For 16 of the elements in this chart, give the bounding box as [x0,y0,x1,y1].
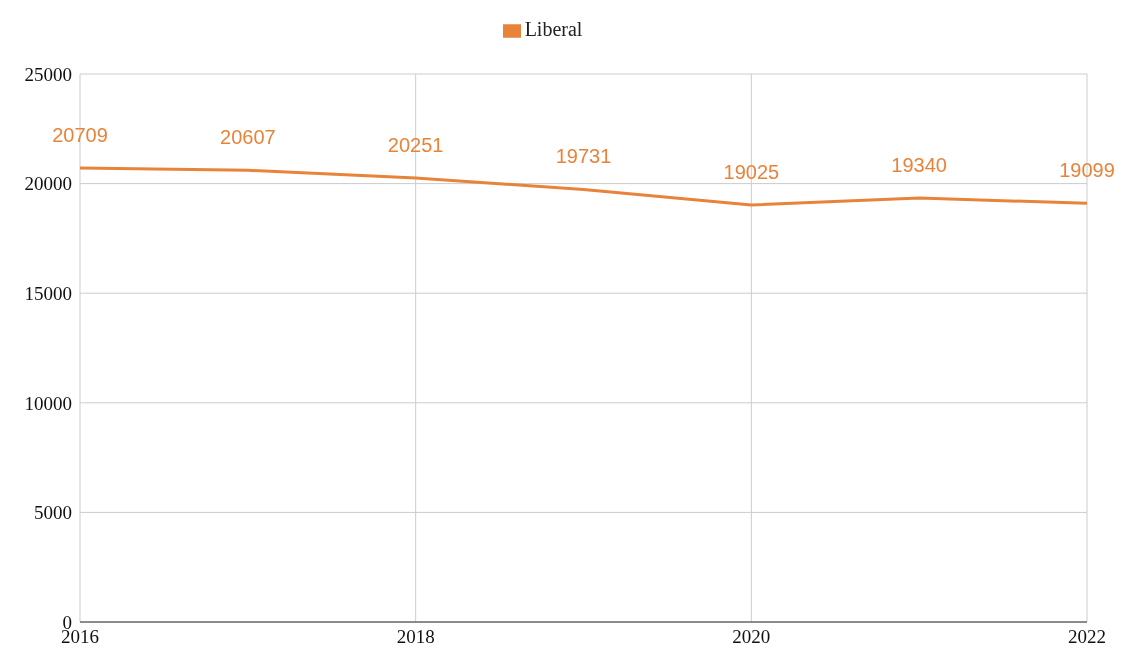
legend-label: Liberal [524,18,583,40]
data-label: 19099 [1059,159,1115,182]
data-label: 19731 [555,145,612,168]
data-label: 20709 [52,124,108,147]
y-tick-label: 25000 [24,63,72,85]
x-tick-label: 2018 [396,626,435,648]
data-label: 20607 [220,126,276,149]
y-tick-label: 10000 [24,392,72,414]
y-tick-label: 20000 [24,173,72,195]
y-tick-label: 5000 [34,502,72,524]
data-label: 19025 [723,160,780,183]
data-label: 19340 [891,154,947,177]
x-tick-label: 2020 [732,626,771,648]
data-label: 20251 [387,134,444,157]
y-tick-label: 15000 [24,282,72,304]
x-tick-label: 2022 [1068,626,1106,648]
